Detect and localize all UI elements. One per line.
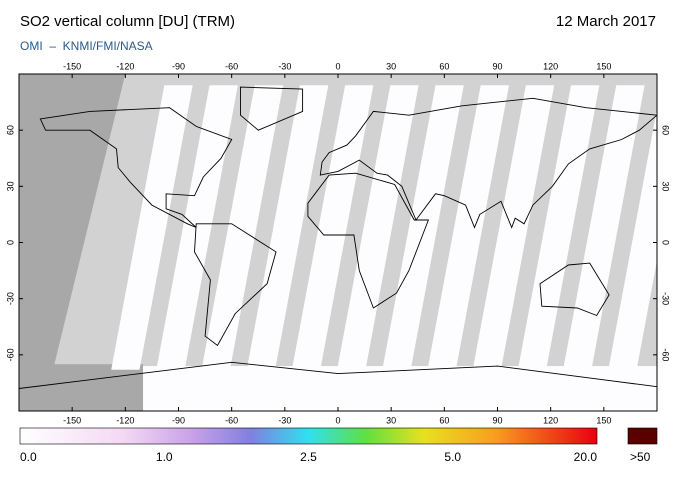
lon-tick-label-top: 120: [543, 61, 558, 71]
data-swath: [246, 85, 329, 370]
lon-tick-label-bottom: 150: [596, 415, 611, 425]
lon-tick-label-top: 30: [386, 61, 396, 71]
lon-tick-label-bottom: 120: [543, 415, 558, 425]
coastline: [319, 97, 657, 229]
lon-tick-label-top: -150: [63, 61, 81, 71]
colorbar-label: 5.0: [444, 450, 461, 464]
data-swath: [563, 85, 645, 370]
lat-tick-label-left: 30: [5, 181, 15, 191]
lon-tick-label-bottom: 30: [386, 415, 396, 425]
lon-tick-label-bottom: 60: [439, 415, 449, 425]
lon-tick-label-top: 90: [492, 61, 502, 71]
credit: OMI – KNMI/FMI/NASA: [20, 39, 153, 53]
lat-tick-label-left: -60: [5, 348, 15, 361]
colorbar-label: 20.0: [574, 450, 598, 464]
lat-tick-label-right: -30: [661, 292, 671, 305]
data-swath: [111, 85, 193, 370]
lon-tick-label-bottom: -30: [278, 415, 291, 425]
lon-tick-label-bottom: -90: [172, 415, 185, 425]
colorbar: [19, 427, 598, 445]
data-swath: [427, 85, 509, 370]
lat-tick-label-left: 0: [5, 240, 15, 245]
coastline: [307, 172, 430, 309]
colorbar-overflow: [627, 427, 658, 445]
lat-tick-label-left: -30: [5, 292, 15, 305]
lon-tick-label-bottom: 0: [335, 415, 340, 425]
lon-tick-label-top: -60: [225, 61, 238, 71]
lon-tick-label-top: 60: [439, 61, 449, 71]
data-swath: [156, 85, 238, 370]
lon-tick-label-top: 150: [596, 61, 611, 71]
coastline: [539, 262, 610, 317]
map: [19, 74, 657, 411]
colorbar-overflow-label: >50: [630, 450, 651, 464]
data-swath: [337, 85, 419, 370]
lon-tick-label-top: 0: [335, 61, 340, 71]
lon-tick-label-bottom: -60: [225, 415, 238, 425]
coastline: [194, 223, 277, 347]
lat-tick-label-right: 60: [661, 125, 671, 135]
lon-tick-label-bottom: 90: [492, 415, 502, 425]
lon-tick-label-bottom: -120: [116, 415, 134, 425]
lon-tick-label-top: -120: [116, 61, 134, 71]
lon-tick-label-top: -30: [278, 61, 291, 71]
data-swath: [291, 85, 374, 370]
data-swath: [608, 108, 657, 370]
colorbar-label: 1.0: [156, 450, 173, 464]
lat-tick-label-right: 0: [661, 240, 671, 245]
lat-tick-label-right: 30: [661, 181, 671, 191]
polar-data: [143, 366, 657, 411]
lon-tick-label-bottom: -150: [63, 415, 81, 425]
coastline: [19, 361, 657, 411]
coastline: [240, 86, 304, 131]
lat-tick-label-right: -60: [661, 348, 671, 361]
title: SO2 vertical column [DU] (TRM): [20, 13, 235, 30]
data-swath: [382, 85, 464, 370]
data-swath: [201, 85, 284, 370]
colorbar-label: 0.0: [20, 450, 37, 464]
coastline: [39, 107, 233, 228]
data-swath: [472, 85, 555, 370]
lon-tick-label-top: -90: [172, 61, 185, 71]
date: 12 March 2017: [556, 13, 656, 30]
colorbar-label: 2.5: [300, 450, 317, 464]
lat-tick-label-left: 60: [5, 125, 15, 135]
